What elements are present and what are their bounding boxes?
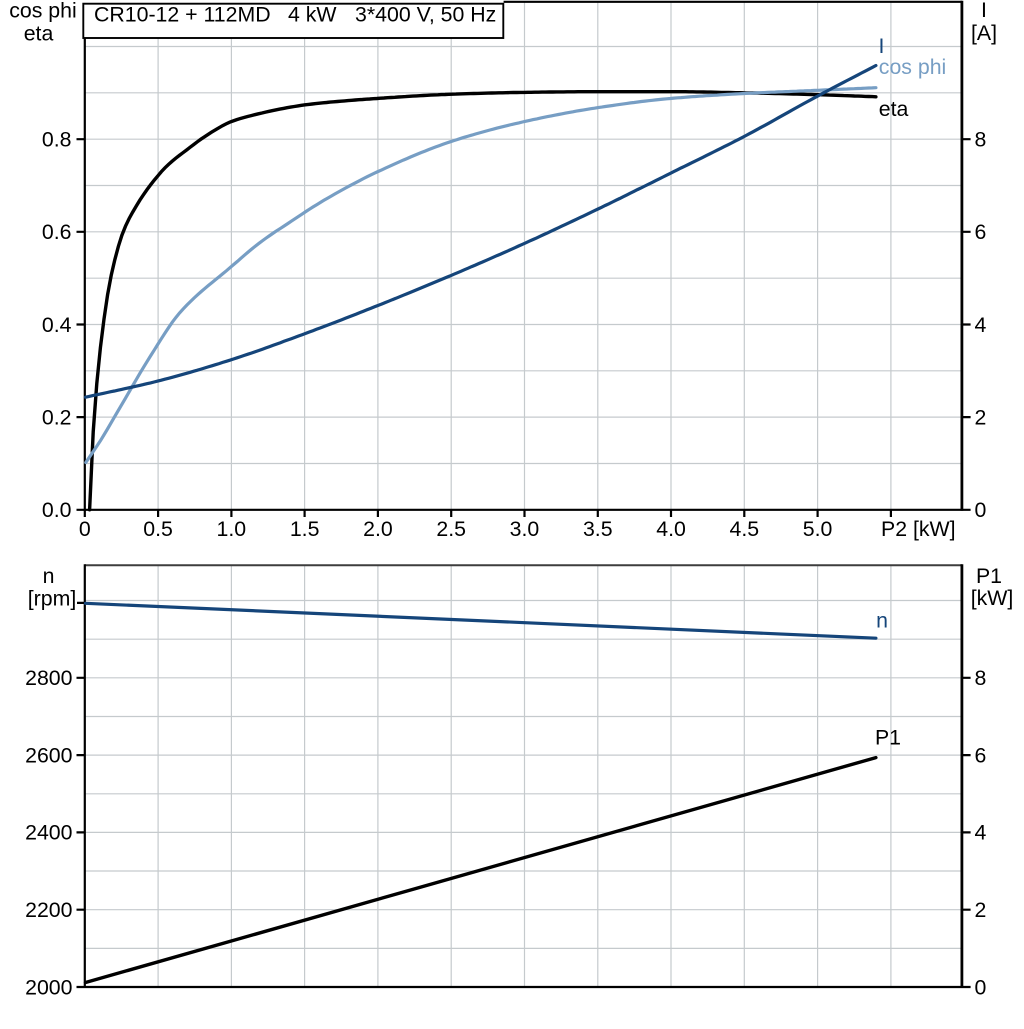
- svg-text:cos phi: cos phi: [879, 55, 946, 79]
- svg-text:2: 2: [975, 405, 987, 429]
- svg-text:[kW]: [kW]: [971, 586, 1014, 610]
- svg-text:0.8: 0.8: [42, 127, 72, 151]
- svg-text:P1: P1: [976, 564, 1002, 588]
- svg-text:cos phi: cos phi: [9, 0, 76, 23]
- svg-text:4 kW: 4 kW: [288, 3, 337, 27]
- svg-text:n: n: [876, 609, 888, 633]
- svg-text:CR10-12 + 112MD: CR10-12 + 112MD: [94, 3, 271, 27]
- svg-text:4.0: 4.0: [656, 517, 686, 541]
- svg-text:0.6: 0.6: [42, 220, 72, 244]
- svg-text:0.0: 0.0: [42, 498, 72, 522]
- svg-text:6: 6: [975, 743, 987, 767]
- svg-text:0: 0: [975, 975, 987, 999]
- svg-text:5.0: 5.0: [803, 517, 833, 541]
- svg-text:2400: 2400: [25, 821, 73, 845]
- svg-text:eta: eta: [24, 22, 54, 46]
- svg-text:4.5: 4.5: [730, 517, 760, 541]
- svg-text:8: 8: [975, 127, 987, 151]
- svg-text:8: 8: [975, 666, 987, 690]
- svg-text:0: 0: [975, 498, 987, 522]
- svg-text:4: 4: [975, 313, 987, 337]
- svg-text:n: n: [43, 564, 55, 588]
- svg-text:eta: eta: [879, 97, 909, 121]
- svg-text:P2 [kW]: P2 [kW]: [881, 517, 956, 541]
- svg-text:2.0: 2.0: [363, 517, 393, 541]
- svg-text:1.5: 1.5: [290, 517, 320, 541]
- svg-text:3*400 V, 50 Hz: 3*400 V, 50 Hz: [355, 3, 496, 27]
- svg-text:2: 2: [975, 898, 987, 922]
- svg-text:2800: 2800: [25, 666, 73, 690]
- svg-text:P1: P1: [875, 726, 901, 750]
- svg-text:[rpm]: [rpm]: [28, 587, 77, 611]
- svg-text:2000: 2000: [25, 975, 73, 999]
- svg-text:2600: 2600: [25, 743, 73, 767]
- svg-text:1.0: 1.0: [217, 517, 247, 541]
- svg-text:2.5: 2.5: [436, 517, 466, 541]
- svg-text:3.0: 3.0: [510, 517, 540, 541]
- svg-text:0.5: 0.5: [143, 517, 173, 541]
- svg-text:4: 4: [975, 821, 987, 845]
- svg-text:0.2: 0.2: [42, 405, 72, 429]
- svg-text:0: 0: [79, 517, 91, 541]
- svg-text:[A]: [A]: [971, 21, 997, 45]
- svg-text:I: I: [879, 34, 885, 58]
- svg-text:0.4: 0.4: [42, 313, 72, 337]
- svg-text:6: 6: [975, 220, 987, 244]
- svg-text:I: I: [981, 0, 987, 22]
- svg-text:3.5: 3.5: [583, 517, 613, 541]
- svg-text:2200: 2200: [25, 898, 73, 922]
